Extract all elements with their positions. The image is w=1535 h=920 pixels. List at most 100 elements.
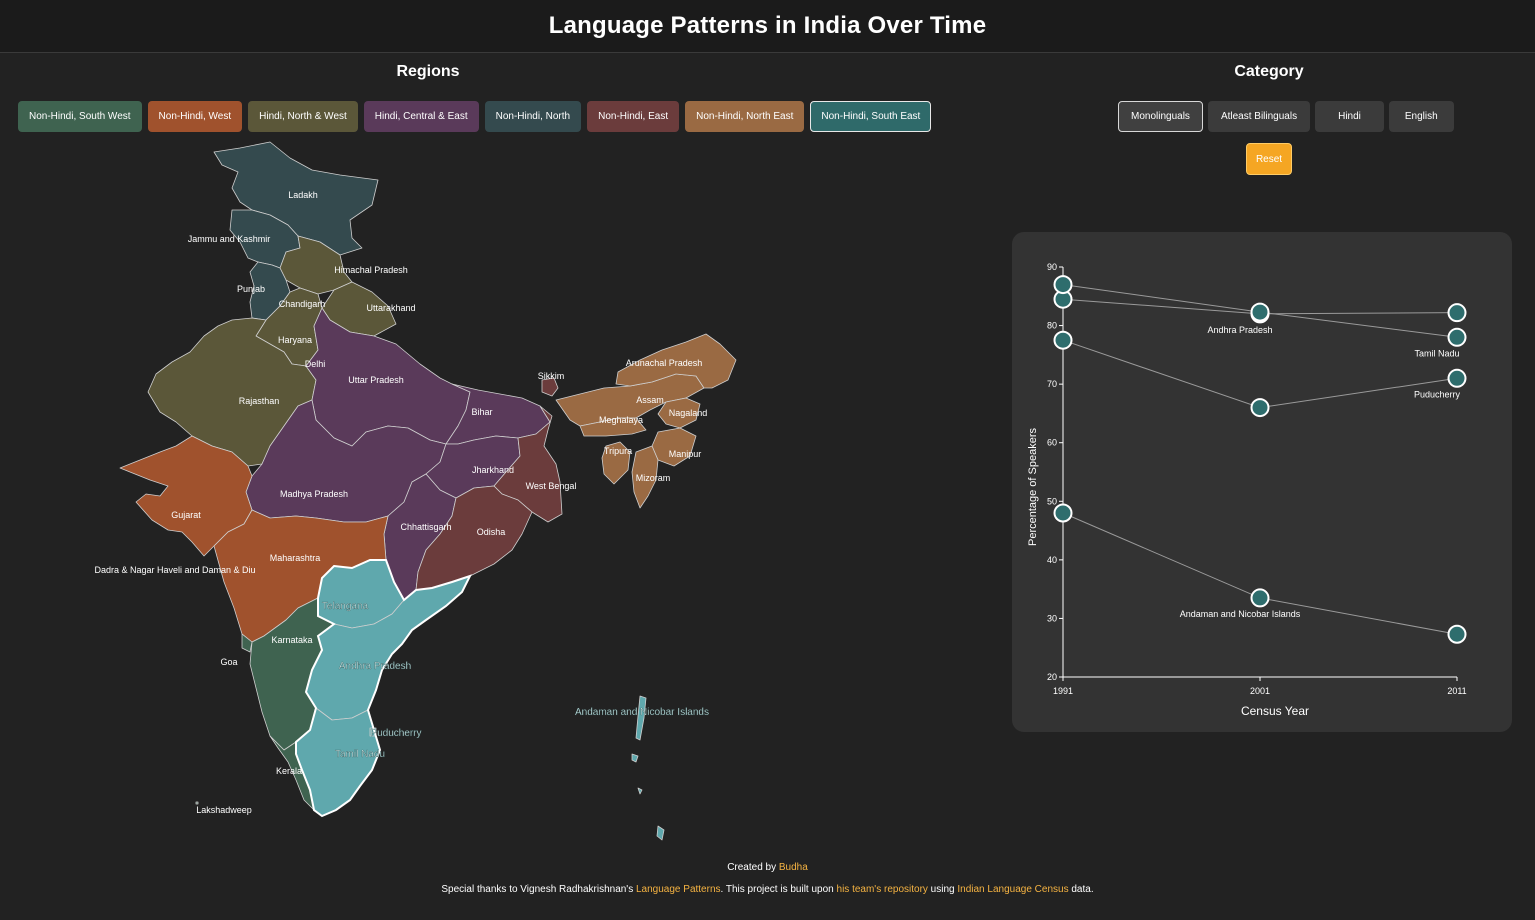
reset-button[interactable]: Reset <box>1246 143 1292 175</box>
state-manipur[interactable] <box>651 427 697 467</box>
state-odisha[interactable] <box>415 485 533 591</box>
data-point[interactable] <box>1250 302 1270 322</box>
state-andaman-2[interactable] <box>631 753 639 763</box>
label-arunachal: Arunachal Pradesh <box>626 358 703 368</box>
chart-points <box>1053 275 1467 644</box>
state-andaman-3[interactable] <box>637 787 643 795</box>
label-goa: Goa <box>220 657 237 667</box>
region-button-west[interactable]: Non-Hindi, West <box>147 101 243 132</box>
label-uttarakhand: Uttarakhand <box>366 303 415 313</box>
x-tick-label: 1991 <box>1053 686 1073 696</box>
app-header: Language Patterns in India Over Time <box>0 0 1535 53</box>
y-tick-label: 20 <box>1047 672 1057 682</box>
footer-thanks: Special thanks to Vignesh Radhakrishnan'… <box>0 884 1535 895</box>
label-karnataka: Karnataka <box>271 635 312 645</box>
data-point[interactable] <box>1250 398 1270 418</box>
label-kerala: Kerala <box>276 766 302 776</box>
label-mp: Madhya Pradesh <box>280 489 348 499</box>
thanks-text-2: . This project is built upon <box>720 884 837 895</box>
data-point[interactable] <box>1250 588 1270 608</box>
region-button-north[interactable]: Non-Hindi, North <box>484 101 582 132</box>
chart-labels: Andhra Pradesh Tamil Nadu Puducherry Andama… <box>1180 325 1461 619</box>
y-tick-label: 30 <box>1047 613 1057 623</box>
series-label: Puducherry <box>1414 389 1461 399</box>
data-point[interactable] <box>1053 275 1073 295</box>
y-tick-label: 60 <box>1047 438 1057 448</box>
thanks-text-4: data. <box>1068 884 1094 895</box>
series-line <box>1062 339 1458 409</box>
label-ap: Andhra Pradesh <box>339 661 411 672</box>
series-label: Andhra Pradesh <box>1207 325 1272 335</box>
india-map: Ladakh Jammu and Kashmir Himachal Prades… <box>0 130 900 860</box>
category-button-english[interactable]: English <box>1388 101 1454 132</box>
series-label: Tamil Nadu <box>1414 348 1459 358</box>
data-point[interactable] <box>1053 330 1073 350</box>
y-tick-label: 80 <box>1047 321 1057 331</box>
state-sikkim[interactable] <box>541 377 559 397</box>
region-button-south-east[interactable]: Non-Hindi, South East <box>810 101 932 132</box>
category-button-monolinguals[interactable]: Monolinguals <box>1118 101 1203 132</box>
label-mizoram: Mizoram <box>636 473 671 483</box>
label-manipur: Manipur <box>669 449 702 459</box>
label-punjab: Punjab <box>237 284 265 294</box>
selected-region-outline <box>295 559 472 818</box>
label-telangana: Telangana <box>322 601 369 612</box>
category-filter-bar: Monolinguals Atleast Bilinguals Hindi En… <box>1118 101 1454 132</box>
label-sikkim: Sikkim <box>538 371 565 381</box>
label-andaman: Andaman and Nicobar Islands <box>575 707 709 718</box>
label-assam: Assam <box>636 395 664 405</box>
state-arunachal[interactable] <box>615 333 737 389</box>
state-andaman-4[interactable] <box>656 825 665 841</box>
label-jharkhand: Jharkhand <box>472 465 514 475</box>
label-tn: Tamil Nadu <box>335 749 385 760</box>
label-rajasthan: Rajasthan <box>239 396 280 406</box>
region-button-north-west[interactable]: Hindi, North & West <box>248 101 358 132</box>
label-puducherry: Puducherry <box>370 728 421 739</box>
data-point[interactable] <box>1447 327 1467 347</box>
label-tripura: Tripura <box>604 446 632 456</box>
regions-title: Regions <box>396 63 460 80</box>
region-button-east[interactable]: Non-Hindi, East <box>587 101 680 132</box>
credit-prefix: Created by <box>727 862 779 873</box>
language-patterns-link[interactable]: Language Patterns <box>636 884 721 895</box>
data-point[interactable] <box>1447 624 1467 644</box>
category-button-bilinguals[interactable]: Atleast Bilinguals <box>1207 101 1311 132</box>
census-link[interactable]: Indian Language Census <box>957 884 1069 895</box>
state-meghalaya[interactable] <box>579 417 647 437</box>
state-nagaland[interactable] <box>657 397 701 429</box>
label-jk: Jammu and Kashmir <box>188 234 271 244</box>
region-button-south-west[interactable]: Non-Hindi, South West <box>18 101 142 132</box>
state-mizoram[interactable] <box>631 445 659 509</box>
thanks-text-1: Special thanks to Vignesh Radhakrishnan'… <box>441 884 636 895</box>
label-ladakh: Ladakh <box>288 190 318 200</box>
state-tripura[interactable] <box>601 441 631 485</box>
state-andaman-1[interactable] <box>635 695 647 741</box>
region-button-central-east[interactable]: Hindi, Central & East <box>363 101 479 132</box>
state-goa[interactable] <box>241 633 253 653</box>
label-lakshadweep: Lakshadweep <box>196 805 252 815</box>
label-bihar: Bihar <box>471 407 492 417</box>
data-point[interactable] <box>1447 368 1467 388</box>
data-point[interactable] <box>1447 303 1467 323</box>
label-delhi: Delhi <box>305 359 326 369</box>
footer-credit: Created by Budha <box>0 862 1535 873</box>
category-button-hindi[interactable]: Hindi <box>1315 101 1384 132</box>
y-tick-label: 50 <box>1047 496 1057 506</box>
label-gujarat: Gujarat <box>171 510 201 520</box>
data-point[interactable] <box>1053 503 1073 523</box>
state-lakshadweep[interactable] <box>195 801 199 805</box>
category-title: Category <box>1234 63 1304 80</box>
region-button-north-east[interactable]: Non-Hindi, North East <box>685 101 805 132</box>
label-dnh: Dadra & Nagar Haveli and Daman & Diu <box>94 565 255 575</box>
y-tick-label: 70 <box>1047 379 1057 389</box>
label-up: Uttar Pradesh <box>348 375 404 385</box>
label-nagaland: Nagaland <box>669 408 708 418</box>
label-chhattisgarh: Chhattisgarh <box>400 522 451 532</box>
chart-lines <box>1062 284 1458 635</box>
india-map-svg: Ladakh Jammu and Kashmir Himachal Prades… <box>94 141 737 841</box>
author-link[interactable]: Budha <box>778 862 808 873</box>
page-title: Language Patterns in India Over Time <box>548 12 987 39</box>
repository-link[interactable]: his team's repository <box>836 884 928 895</box>
state-ladakh[interactable] <box>213 141 379 256</box>
x-axis-label: Census Year <box>1241 704 1309 718</box>
